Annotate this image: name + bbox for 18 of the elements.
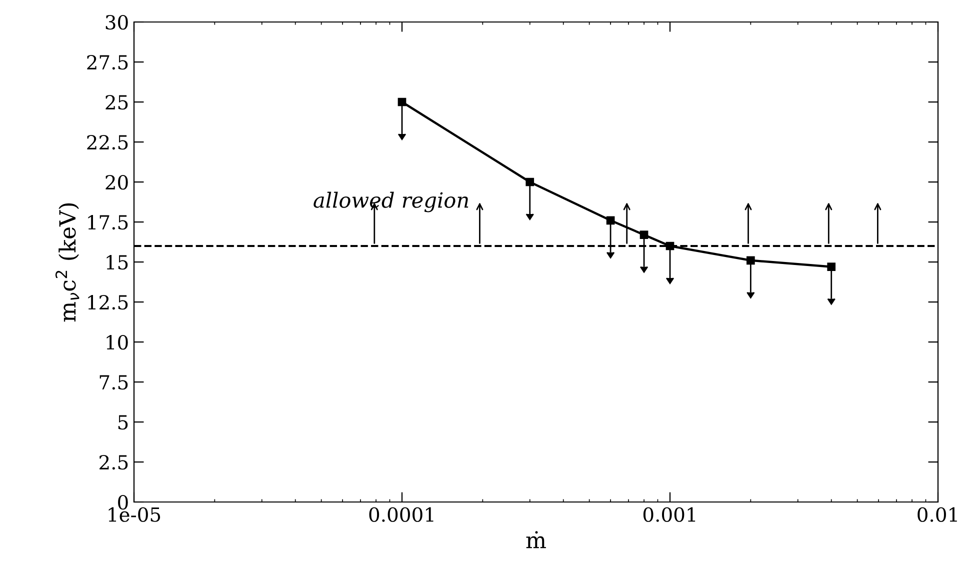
- y-tick-label: 10: [106, 334, 128, 350]
- y-axis-title: m$_{ν}$c$^{2}$ (keV): [55, 203, 80, 322]
- y-tick-label: 27.5: [87, 54, 128, 70]
- y-tick-label: 5: [118, 415, 128, 430]
- y-tick-label: 30: [106, 14, 128, 30]
- y-tick-label: 12.5: [88, 294, 128, 310]
- y-tick-label: 20: [106, 174, 128, 190]
- y-tick-label: 15: [106, 254, 128, 270]
- x-tick-label: 0.01: [918, 507, 957, 522]
- x-axis-title: ṁ: [526, 531, 546, 548]
- y-tick-label: 7.5: [100, 375, 128, 390]
- x-tick-label: 0.0001: [369, 507, 434, 522]
- y-tick-label: 17.5: [88, 214, 128, 230]
- x-tick-label: 0.001: [643, 507, 696, 522]
- y-tick-label: 22.5: [87, 134, 128, 150]
- y-tick-label: 25: [106, 94, 128, 110]
- annotation: allowed region: [314, 192, 468, 212]
- y-tick-label: 2.5: [100, 454, 128, 470]
